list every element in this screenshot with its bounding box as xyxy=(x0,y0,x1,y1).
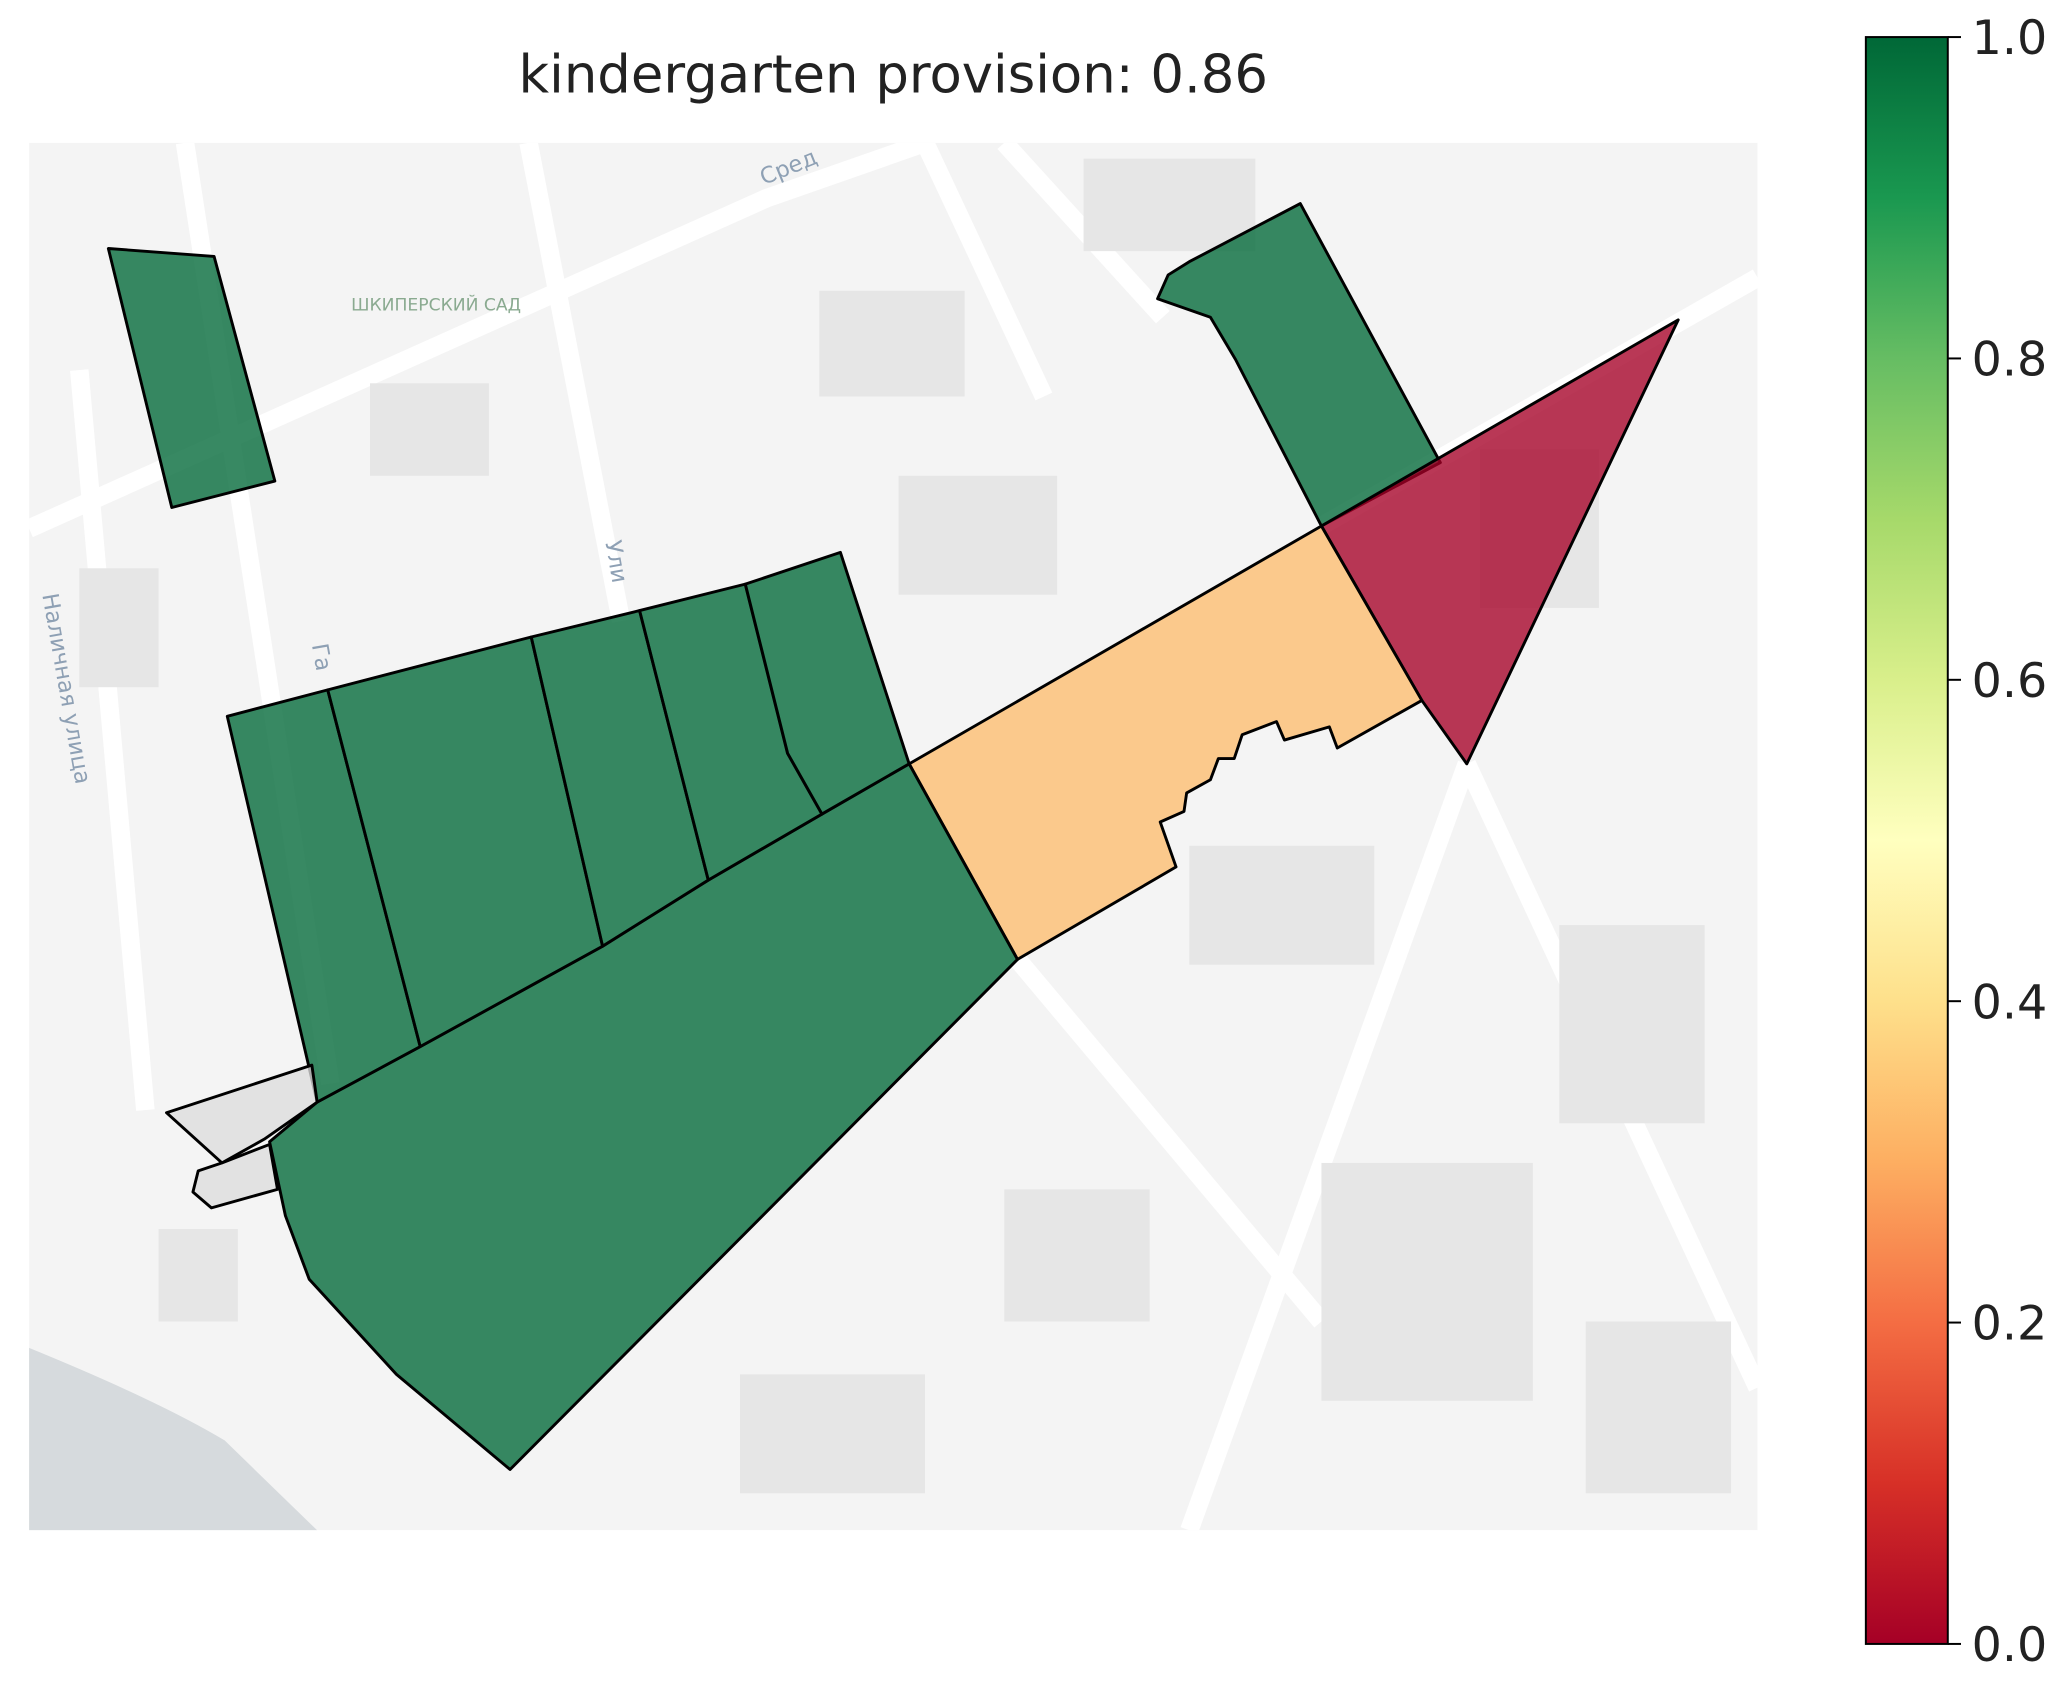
map-title: kindergarten provision: 0.86 xyxy=(519,45,1269,106)
region xyxy=(907,524,1424,961)
colorbar-tick-label: 0.4 xyxy=(1972,975,2048,1030)
region xyxy=(191,1142,279,1210)
region xyxy=(106,247,277,509)
colorbar-tick-label: 0.2 xyxy=(1972,1297,2048,1352)
colorbar-tick-label: 0.0 xyxy=(1972,1618,2048,1673)
regions xyxy=(106,202,1680,1471)
colorbar-tick-label: 1.0 xyxy=(1972,11,2048,66)
colorbar-ticks: 0.0 0.2 0.4 0.6 0.8 1.0 xyxy=(1947,11,2048,1673)
water xyxy=(29,1347,318,1531)
region xyxy=(743,550,911,816)
map-label: Га xyxy=(306,641,336,673)
colorbar xyxy=(1864,36,1949,1645)
colorbar-tick-label: 0.8 xyxy=(1972,333,2048,388)
basemap: ШКИПЕРСКИЙ САД Наличная улица Сред Ули Г… xyxy=(29,142,1758,1531)
colorbar-tick-label: 0.6 xyxy=(1972,654,2048,709)
map-label: ШКИПЕРСКИЙ САД xyxy=(351,294,521,316)
region xyxy=(165,1063,319,1165)
